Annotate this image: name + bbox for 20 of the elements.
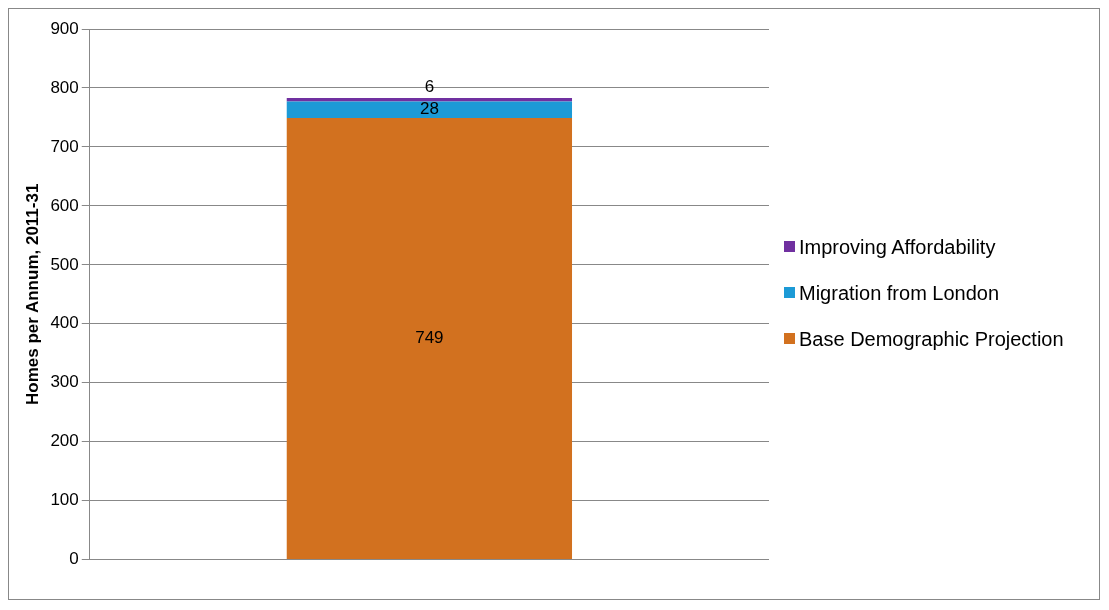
bar	[286, 118, 573, 560]
y-tick-label: 400	[50, 313, 79, 333]
y-tick-label: 0	[69, 549, 79, 569]
y-axis-title: Homes per Annum, 2011-31	[22, 183, 42, 405]
y-tick-label: 700	[50, 136, 79, 156]
y-tick-label: 600	[50, 195, 79, 215]
data-label: 28	[419, 99, 439, 119]
y-tick-label: 500	[50, 254, 79, 274]
y-tick-label: 800	[50, 77, 79, 97]
y-tick-label: 300	[50, 372, 79, 392]
legend-label: Migration from London	[799, 281, 1000, 305]
legend-label: Improving Affordability	[799, 235, 996, 259]
data-label: 749	[415, 328, 444, 348]
y-tick-label: 100	[50, 490, 79, 510]
legend-label: Base Demographic Projection	[799, 327, 1064, 351]
data-label: 6	[424, 76, 435, 96]
y-tick-label: 900	[50, 18, 79, 38]
bar	[286, 101, 573, 119]
bar	[286, 97, 573, 102]
y-tick-label: 200	[50, 431, 79, 451]
